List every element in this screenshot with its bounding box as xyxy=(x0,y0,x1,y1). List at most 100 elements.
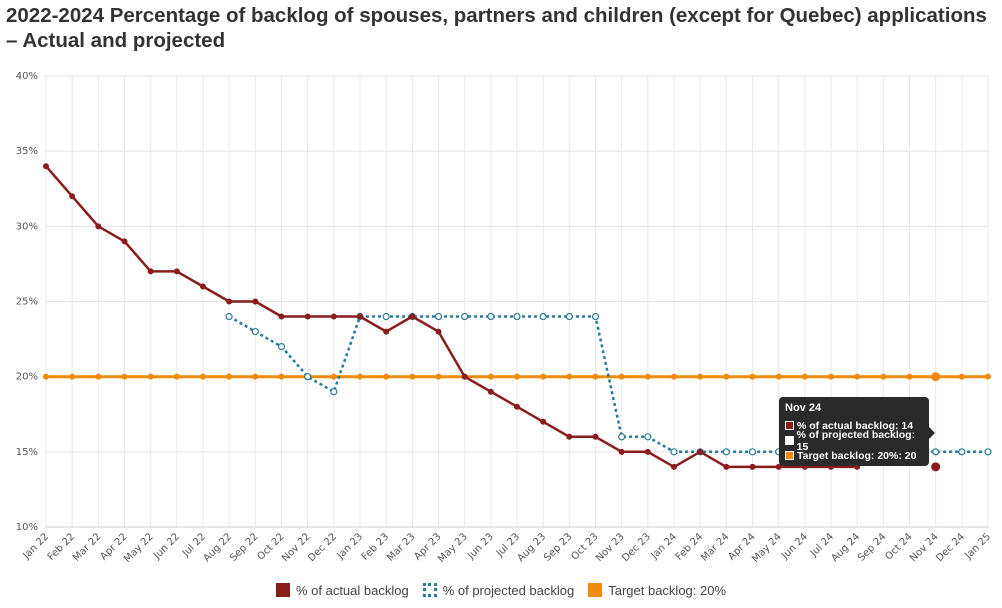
data-point-target xyxy=(330,373,337,380)
data-point-target xyxy=(357,373,363,380)
x-tick-label: Dec 23 xyxy=(620,531,653,564)
tooltip-row-projected: % of projected backlog: 15 xyxy=(785,429,923,453)
data-point-actual xyxy=(697,448,704,455)
legend-item-projected[interactable]: % of projected backlog xyxy=(422,583,574,598)
tooltip-swatch-actual xyxy=(785,421,794,430)
data-point-target xyxy=(69,373,76,380)
legend-label-target: Target backlog: 20% xyxy=(608,582,727,598)
data-point-target xyxy=(121,373,128,380)
data-point-projected xyxy=(539,312,547,321)
x-tick-label: Mar 22 xyxy=(71,531,103,563)
data-point-projected xyxy=(487,312,495,321)
data-point-target xyxy=(854,373,861,380)
y-tick-label: 25% xyxy=(16,297,38,308)
data-point-projected xyxy=(330,388,338,396)
data-point-projected xyxy=(382,312,390,321)
x-tick-label: May 22 xyxy=(122,531,156,565)
data-point-actual xyxy=(644,448,651,455)
tooltip-row-actual: % of actual backlog: 14 xyxy=(785,418,923,433)
x-tick-label: Jun 23 xyxy=(465,531,496,562)
data-point-target xyxy=(671,373,677,380)
x-tick-label: Dec 24 xyxy=(934,531,967,564)
data-point-target xyxy=(723,373,730,380)
x-tick-label: Jun 22 xyxy=(151,531,182,562)
data-point-target xyxy=(252,373,259,380)
y-tick-label: 15% xyxy=(16,447,38,458)
x-tick-label: Mar 23 xyxy=(385,531,417,563)
x-tick-label: May 24 xyxy=(750,531,784,565)
legend-swatch-actual xyxy=(275,583,290,597)
x-tick-label: Dec 22 xyxy=(306,531,339,564)
data-point-target xyxy=(958,373,965,380)
legend-item-actual[interactable]: % of actual backlog xyxy=(275,582,409,598)
data-point-projected xyxy=(722,448,730,456)
data-point-actual xyxy=(931,462,941,472)
data-point-target xyxy=(95,373,102,380)
data-point-projected xyxy=(225,312,233,321)
y-tick-label: 30% xyxy=(16,221,38,232)
data-point-projected xyxy=(670,448,678,456)
data-point-projected xyxy=(984,448,992,456)
data-point-target xyxy=(644,373,651,380)
legend-swatch-projected xyxy=(422,583,437,597)
data-point-projected xyxy=(644,433,652,441)
data-point-projected xyxy=(565,312,573,321)
x-tick-label: Jan 22 xyxy=(20,531,51,562)
data-point-target xyxy=(226,373,233,380)
y-tick-label: 10% xyxy=(16,522,38,533)
data-point-actual xyxy=(173,268,180,275)
data-point-actual xyxy=(487,388,494,395)
x-tick-label: Sep 23 xyxy=(542,531,574,563)
data-point-actual xyxy=(330,313,337,320)
data-point-target xyxy=(801,373,808,380)
data-point-actual xyxy=(592,433,599,440)
data-point-target xyxy=(435,373,442,380)
tooltip-swatch-target xyxy=(785,451,794,460)
data-point-target xyxy=(43,373,49,380)
data-point-target xyxy=(278,373,285,380)
data-point-actual xyxy=(749,463,756,470)
data-point-projected xyxy=(748,448,757,456)
chart-title: 2022-2024 Percentage of backlog of spous… xyxy=(6,4,987,52)
data-point-actual xyxy=(540,418,547,425)
data-point-target xyxy=(985,373,991,380)
data-point-target xyxy=(173,373,180,380)
data-point-actual xyxy=(43,163,49,170)
x-tick-label: Sep 24 xyxy=(856,531,888,563)
data-point-actual xyxy=(69,193,76,200)
data-point-actual xyxy=(226,298,233,305)
tooltip-row-target: Target backlog: 20%: 20 xyxy=(785,448,923,463)
tooltip-label-target: Target backlog: 20%: 20 xyxy=(797,449,917,462)
data-point-actual xyxy=(304,313,311,320)
legend-swatch-target xyxy=(588,583,603,597)
data-point-target xyxy=(566,373,573,380)
tooltip-swatch-projected xyxy=(785,436,794,445)
data-point-target xyxy=(931,372,941,382)
legend-item-target[interactable]: Target backlog: 20% xyxy=(588,583,726,598)
tooltip-label-projected: % of projected backlog: 15 xyxy=(796,428,916,453)
data-point-target xyxy=(514,373,520,380)
legend-label-actual: % of actual backlog xyxy=(295,582,409,598)
data-point-target xyxy=(540,373,547,380)
data-point-target xyxy=(200,373,206,380)
data-point-target xyxy=(618,373,625,380)
data-point-target xyxy=(592,373,599,380)
data-point-actual xyxy=(435,328,442,335)
data-point-target xyxy=(749,373,756,380)
x-tick-label: Jun 24 xyxy=(779,531,810,562)
x-tick-label: Aug 23 xyxy=(515,531,548,564)
data-point-projected xyxy=(618,433,626,441)
data-point-actual xyxy=(121,238,128,245)
data-point-target xyxy=(487,373,494,380)
data-point-actual xyxy=(383,328,390,335)
x-tick-label: Mar 24 xyxy=(699,531,731,563)
data-point-projected xyxy=(434,312,443,321)
data-point-target xyxy=(828,373,834,380)
data-point-projected xyxy=(277,343,286,351)
data-point-projected xyxy=(932,448,940,456)
x-tick-label: Aug 24 xyxy=(829,531,862,564)
data-point-projected xyxy=(591,312,600,321)
data-point-target xyxy=(147,373,154,380)
